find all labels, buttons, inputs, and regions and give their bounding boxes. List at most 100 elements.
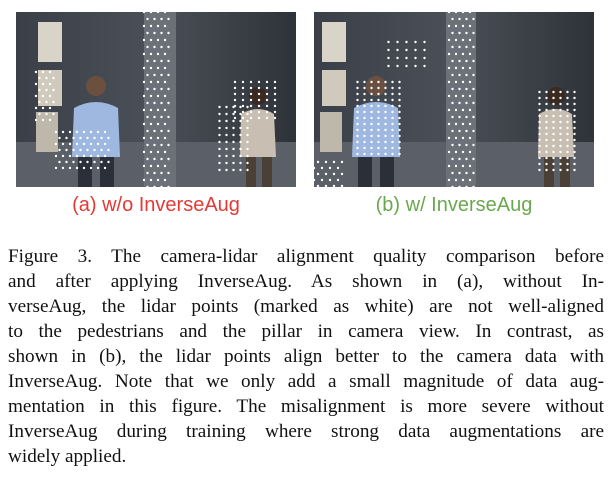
lidar-point (316, 184, 320, 187)
lidar-point (160, 143, 163, 147)
lidar-point (538, 102, 541, 106)
lidar-point (559, 162, 562, 166)
lidar-point (451, 171, 454, 175)
lidar-point (146, 171, 149, 175)
lidar-point (41, 82, 45, 86)
lidar-point (239, 154, 242, 158)
lidar-point (545, 102, 548, 106)
lidar-point (468, 136, 472, 140)
lidar-point (566, 102, 569, 106)
lidar-point (246, 140, 249, 144)
lidar-point (336, 178, 340, 182)
lidar-point (472, 171, 475, 175)
lidar-point (156, 94, 160, 98)
lidar-point (225, 119, 228, 123)
lidar-point (100, 160, 103, 164)
lidar-point (249, 86, 253, 90)
lidar-point (142, 136, 146, 140)
lidar-point (387, 56, 390, 60)
lidar-point (538, 90, 541, 94)
lidar-point (146, 101, 149, 105)
lidar-point (458, 17, 461, 21)
lidar-point (48, 94, 52, 98)
lidar-point (54, 166, 58, 170)
lidar-point (163, 150, 167, 154)
lidar-point (167, 101, 170, 105)
lidar-point (559, 168, 562, 172)
lidar-point (149, 80, 153, 84)
lidar-point (398, 104, 401, 108)
lidar-point (451, 129, 454, 133)
lidar-point (391, 140, 394, 144)
lidar-point (142, 164, 146, 168)
lidar-point (72, 148, 75, 152)
lidar-point (332, 184, 336, 187)
lidar-point (447, 38, 451, 42)
lidar-point (232, 140, 235, 144)
lidar-point (149, 94, 153, 98)
lidar-point (545, 156, 548, 160)
lidar-point (149, 136, 153, 140)
caption-line: and after applying InverseAug. As shown … (8, 271, 604, 292)
lidar-point (405, 48, 408, 52)
lidar-point (160, 59, 163, 63)
lidar-point (167, 31, 170, 35)
caption-line: Figure 3. The camera-lidar alignment qua… (8, 246, 604, 267)
lidar-point (356, 146, 359, 150)
lidar-point (566, 132, 569, 136)
lidar-point (356, 140, 359, 144)
lidar-point (356, 128, 359, 132)
lidar-point (218, 161, 221, 165)
lidar-point (146, 185, 149, 187)
lidar-point (451, 17, 454, 21)
lidar-point (233, 110, 237, 114)
pillar (144, 12, 176, 187)
lidar-point (472, 87, 475, 91)
lidar-point (559, 150, 562, 154)
lidar-point (142, 24, 146, 28)
lidar-point (75, 166, 79, 170)
lidar-point (461, 80, 465, 84)
lidar-point (34, 118, 38, 122)
lidar-point (545, 90, 548, 94)
lidar-point (54, 142, 58, 146)
lidar-point (153, 171, 156, 175)
lidar-point (103, 130, 107, 134)
lidar-point (370, 146, 373, 150)
lidar-point (65, 160, 68, 164)
lidar-point (573, 90, 576, 94)
lidar-point (156, 178, 160, 182)
lidar-point (538, 150, 541, 154)
lidar-point (257, 116, 261, 120)
lidar-point (384, 104, 387, 108)
lidar-point (391, 122, 394, 126)
lidar-point (468, 38, 472, 42)
lidar-point (387, 40, 390, 44)
lidar-point (356, 92, 359, 96)
lidar-point (218, 140, 221, 144)
lidar-point (370, 104, 373, 108)
lidar-point (472, 185, 475, 187)
lidar-point (314, 166, 316, 170)
caption-line: InverseAug. Note that we only add a smal… (8, 371, 604, 392)
lidar-point (58, 148, 61, 152)
lidar-point (241, 86, 245, 90)
lidar-point (363, 116, 366, 120)
lidar-point (377, 86, 380, 90)
lidar-point (405, 56, 408, 60)
lidar-point (538, 156, 541, 160)
panel-caption-b: (b) w/ InverseAug (375, 194, 533, 216)
lidar-point (249, 80, 253, 84)
lidar-point (239, 161, 242, 165)
lidar-point (218, 126, 221, 130)
lidar-point (447, 80, 451, 84)
lidar-point (461, 38, 465, 42)
lidar-point (34, 94, 38, 98)
lidar-point (232, 161, 235, 165)
lidar-point (163, 80, 167, 84)
lidar-point (273, 80, 277, 84)
lidar-point (566, 162, 569, 166)
lidar-point (377, 134, 380, 138)
lidar-point (451, 59, 454, 63)
lidar-point (61, 166, 65, 170)
